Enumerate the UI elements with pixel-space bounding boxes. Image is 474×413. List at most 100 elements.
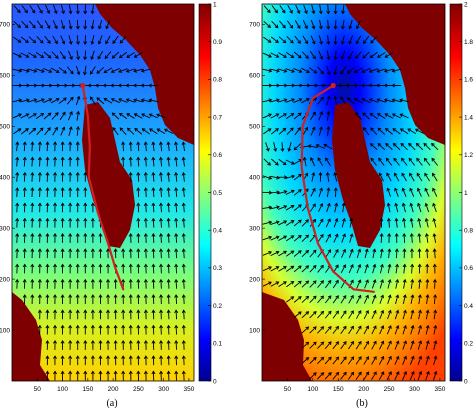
- vector-arrow-head: [318, 171, 323, 176]
- vector-arrow: [310, 157, 316, 167]
- vector-arrow-head: [143, 202, 148, 207]
- vector-arrow-head: [318, 25, 323, 30]
- vector-arrow-head: [311, 126, 316, 131]
- vector-arrow: [317, 341, 324, 349]
- vector-arrow: [285, 235, 294, 242]
- vector-arrow: [152, 157, 155, 167]
- vector-arrow: [149, 113, 158, 119]
- vector-arrow: [394, 173, 400, 182]
- vector-arrow: [278, 266, 287, 272]
- vector-arrow-head: [90, 309, 95, 314]
- vector-arrow: [103, 98, 113, 104]
- vector-arrow: [112, 35, 119, 44]
- vector-arrow: [386, 356, 392, 365]
- vector-arrow-head: [156, 128, 161, 132]
- vector-arrow: [332, 356, 339, 365]
- vector-arrow-head: [68, 278, 73, 283]
- vector-arrow-head: [151, 324, 156, 329]
- vector-arrow-head: [121, 309, 126, 314]
- vector-arrow: [407, 128, 417, 135]
- vector-arrow-head: [75, 355, 80, 359]
- vector-arrow-head: [159, 339, 164, 344]
- vector-arrow-head: [47, 40, 51, 44]
- vector-arrow-head: [45, 171, 50, 176]
- vector-arrow: [293, 68, 302, 73]
- x-tick-label: 100: [57, 386, 68, 393]
- vector-arrow-head: [333, 95, 338, 100]
- vector-arrow-head: [341, 10, 346, 15]
- vector-arrow-head: [31, 9, 36, 14]
- vector-arrow-head: [350, 264, 354, 268]
- panel-b: 50 100 150 200 250 300 350 1002003004005006007…: [249, 1, 473, 409]
- vector-arrow: [384, 52, 394, 58]
- vector-arrow: [286, 296, 294, 303]
- vector-arrow-head: [25, 113, 30, 117]
- vector-arrow-head: [118, 98, 123, 102]
- vector-arrow-head: [290, 112, 295, 117]
- colorbar-tick-label: 0.4: [213, 228, 222, 235]
- vector-arrow-head: [33, 54, 37, 58]
- vector-arrow-head: [403, 355, 407, 360]
- vector-arrow: [183, 249, 185, 259]
- vector-arrow-head: [302, 156, 307, 161]
- vector-arrow-head: [327, 279, 332, 284]
- vector-arrow-head: [30, 294, 35, 298]
- vector-arrow: [183, 310, 185, 320]
- vector-arrow: [59, 50, 66, 59]
- vector-arrow-head: [276, 68, 280, 73]
- vector-arrow-head: [312, 310, 317, 315]
- vector-arrow: [60, 4, 65, 14]
- vector-arrow: [387, 279, 391, 289]
- vector-arrow-head: [22, 278, 27, 283]
- vector-arrow-head: [75, 278, 80, 283]
- vector-arrow: [309, 280, 317, 288]
- vector-arrow: [286, 127, 294, 135]
- vector-arrow: [425, 371, 430, 381]
- vector-arrow-head: [267, 9, 271, 14]
- vector-arrow-head: [174, 263, 179, 268]
- vector-arrow: [293, 51, 302, 59]
- vector-arrow-head: [372, 309, 377, 314]
- vector-arrow: [333, 234, 339, 243]
- vector-arrow: [379, 264, 383, 274]
- vector-arrow-head: [53, 141, 58, 145]
- vector-arrow: [340, 295, 347, 304]
- vector-arrow-head: [136, 263, 141, 268]
- vector-arrow-head: [353, 83, 357, 88]
- vector-arrow-head: [60, 233, 65, 237]
- vector-arrow-head: [319, 187, 323, 192]
- vector-arrow: [387, 188, 391, 197]
- vector-arrow: [293, 280, 302, 288]
- vector-arrow-head: [391, 83, 396, 88]
- vector-arrow: [410, 218, 414, 228]
- vector-arrow: [285, 175, 295, 179]
- vector-arrow-head: [380, 309, 385, 314]
- vector-arrow-head: [111, 112, 116, 117]
- vector-arrow-head: [337, 83, 342, 88]
- vector-arrow-head: [181, 294, 186, 298]
- vector-arrow: [326, 65, 330, 75]
- vector-arrow: [160, 172, 162, 182]
- vector-arrow: [75, 96, 80, 106]
- vector-arrow: [317, 157, 324, 167]
- vector-arrow-head: [143, 248, 148, 252]
- vector-arrow-head: [433, 294, 438, 298]
- vector-arrow-head: [357, 248, 362, 253]
- vector-arrow: [371, 356, 377, 365]
- vector-arrow: [333, 249, 339, 258]
- vector-arrow: [278, 235, 287, 241]
- vector-arrow-head: [363, 40, 367, 44]
- vector-arrow-head: [53, 324, 57, 329]
- vector-arrow-head: [128, 294, 133, 298]
- vector-arrow: [263, 5, 271, 13]
- vector-arrow: [334, 65, 337, 75]
- vector-arrow-head: [268, 54, 272, 58]
- vector-arrow-head: [30, 202, 35, 207]
- vector-arrow: [356, 310, 362, 319]
- vector-arrow: [175, 233, 178, 243]
- vector-arrow: [263, 20, 271, 28]
- vector-arrow: [400, 143, 408, 151]
- vector-arrow: [293, 204, 302, 211]
- vector-arrow-head: [68, 40, 73, 45]
- vector-arrow-head: [126, 113, 131, 117]
